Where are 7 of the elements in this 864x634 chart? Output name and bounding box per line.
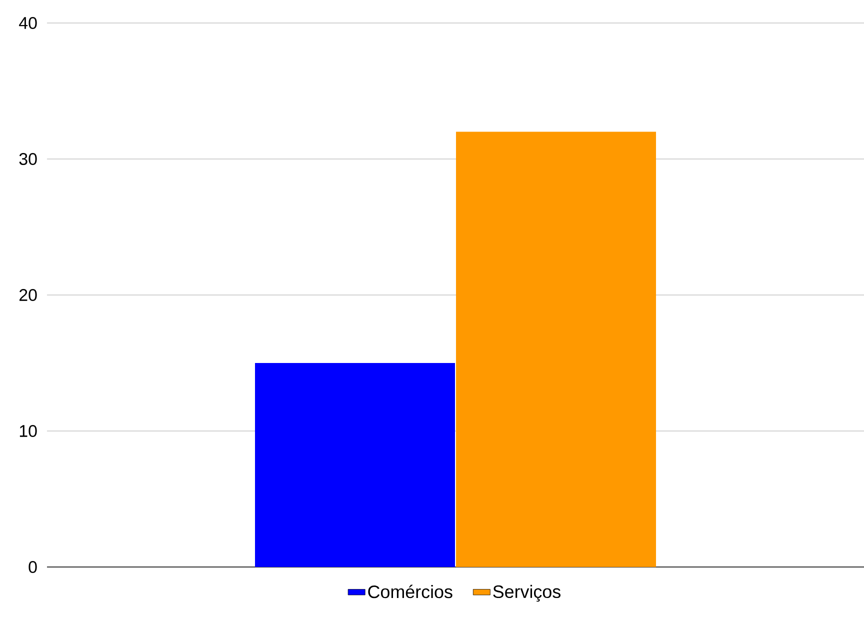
y-tick-label: 40 — [19, 16, 37, 29]
y-tick-label: 30 — [19, 152, 37, 165]
y-tick-label: 20 — [20, 289, 37, 301]
y-tick-label: 0 — [28, 561, 37, 573]
legend-label: Serviços — [493, 584, 560, 602]
y-tick-label: 10 — [20, 425, 37, 437]
legend-label: Comércios — [368, 584, 452, 598]
